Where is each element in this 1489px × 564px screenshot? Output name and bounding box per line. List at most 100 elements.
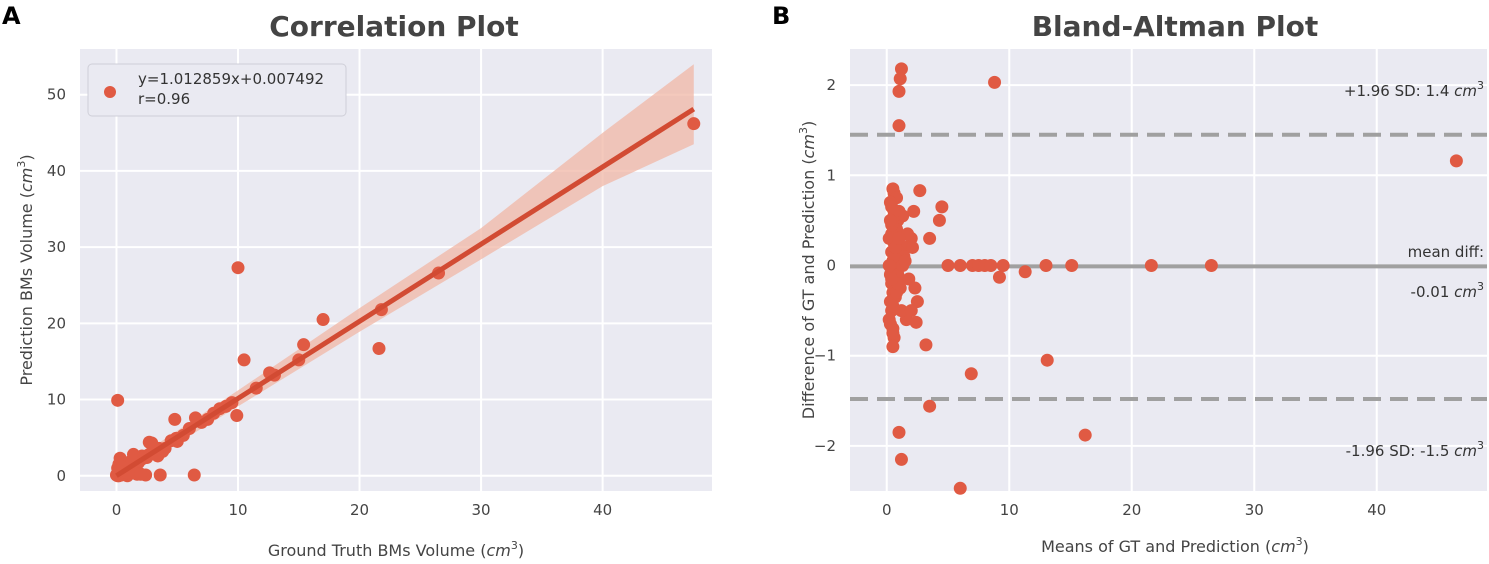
bland-altman-plot-panel: B Bland-Altman Plot 0 10 20 30 40 −2 −1 0 1 2 +1.… <box>772 2 1487 556</box>
data-point <box>230 409 244 423</box>
data-point <box>126 447 140 461</box>
data-point <box>892 231 906 245</box>
data-point <box>894 452 908 466</box>
panel-letter-b: B <box>772 2 790 30</box>
correlation-ticks: 0 10 20 30 40 0 10 20 30 40 50 <box>47 86 612 519</box>
data-point <box>111 393 125 407</box>
mean-diff-annotation: -0.01 cm3 <box>1411 280 1484 301</box>
y-tick-label: 10 <box>47 391 66 409</box>
confidence-band-area <box>116 64 694 481</box>
data-point <box>907 204 921 218</box>
data-point <box>687 117 701 131</box>
data-point <box>231 261 245 275</box>
x-tick-label: 40 <box>1367 501 1386 519</box>
legend-marker <box>104 86 116 98</box>
data-point <box>905 240 919 254</box>
correlation-plot-panel: A Correlation Plot 0 10 20 30 4001020304050 … <box>2 2 712 560</box>
y-tick-label: 2 <box>826 76 836 94</box>
panel-letter-a: A <box>2 2 21 30</box>
data-point <box>316 313 330 327</box>
data-point <box>893 72 907 86</box>
data-point <box>1040 353 1054 367</box>
y-tick-label: 0 <box>826 256 836 274</box>
bland-altman-y-axis-label: Difference of GT and Prediction (cm3) <box>797 121 818 419</box>
data-point <box>894 62 908 76</box>
data-point <box>372 341 386 355</box>
correlation-y-axis-label: Prediction BMs Volume (cm3) <box>15 154 36 385</box>
data-point <box>988 75 1002 89</box>
y-tick-label: 30 <box>47 238 66 256</box>
bland-altman-ticks: 0 10 20 30 40 −2 −1 0 1 2 <box>814 76 1386 519</box>
data-point <box>883 213 897 227</box>
data-point <box>885 272 899 286</box>
y-label-unit-exp: 3 <box>797 127 810 134</box>
y-tick-label: 0 <box>56 467 66 485</box>
bland-altman-points <box>882 62 1463 495</box>
bland-altman-x-axis-label: Means of GT and Prediction (cm3) <box>1041 535 1309 556</box>
x-tick-label: 30 <box>472 501 491 519</box>
data-point <box>913 184 927 198</box>
lower-sd-annotation: -1.96 SD: -1.5 cm3 <box>1346 439 1484 460</box>
data-point <box>892 425 906 439</box>
data-point <box>297 338 311 352</box>
legend-r-value: r=0.96 <box>138 90 190 108</box>
data-point <box>964 367 978 381</box>
data-point <box>886 299 900 313</box>
data-point <box>935 200 949 214</box>
data-point <box>886 326 900 340</box>
correlation-x-axis-label: Ground Truth BMs Volume (cm3) <box>268 539 524 560</box>
mean-diff-unit: cm <box>1454 283 1477 301</box>
upper-sd-annotation: +1.96 SD: 1.4 cm3 <box>1344 79 1484 100</box>
data-point <box>187 468 201 482</box>
data-point <box>919 338 933 352</box>
data-point <box>882 258 896 272</box>
y-tick-label: 1 <box>826 166 836 184</box>
x-label-text: Ground Truth BMs Volume ( <box>268 541 487 560</box>
data-point <box>941 258 955 272</box>
data-point <box>1144 258 1158 272</box>
mean-diff-label: mean diff: <box>1408 243 1484 261</box>
data-point <box>237 353 251 367</box>
data-point <box>886 340 900 354</box>
x-label-close: ) <box>1303 537 1309 556</box>
x-label-unit: cm <box>486 541 510 560</box>
data-point <box>992 270 1006 284</box>
y-label-text: Difference of GT and Prediction ( <box>799 158 818 419</box>
data-point <box>1039 258 1053 272</box>
data-point <box>953 258 967 272</box>
upper-sd-unit: cm <box>1454 82 1477 100</box>
y-label-unit-exp: 3 <box>15 161 28 168</box>
data-point <box>1018 265 1032 279</box>
x-tick-label: 10 <box>1000 501 1019 519</box>
data-point <box>892 84 906 98</box>
y-label-unit: cm <box>799 134 818 158</box>
data-point <box>953 481 967 495</box>
x-tick-label: 20 <box>350 501 369 519</box>
x-label-close: ) <box>518 541 524 560</box>
y-label-unit: cm <box>17 168 36 192</box>
correlation-plot-title: Correlation Plot <box>269 10 519 43</box>
data-point <box>134 467 148 481</box>
x-tick-label: 30 <box>1245 501 1264 519</box>
correlation-plot-area <box>80 49 712 491</box>
lower-sd-unit: cm <box>1454 442 1477 460</box>
x-tick-label: 20 <box>1122 501 1141 519</box>
data-point <box>1078 428 1092 442</box>
lower-sd-text: -1.96 SD: -1.5 <box>1346 442 1455 460</box>
legend-box <box>87 63 347 117</box>
data-point <box>142 435 156 449</box>
data-point <box>909 315 923 329</box>
y-tick-label: 20 <box>47 314 66 332</box>
data-point <box>923 231 937 245</box>
y-label-text: Prediction BMs Volume ( <box>17 192 36 386</box>
y-label-close: ) <box>17 154 36 160</box>
confidence-band <box>116 64 694 481</box>
bland-altman-plot-title: Bland-Altman Plot <box>1032 10 1319 43</box>
x-tick-label: 40 <box>593 501 612 519</box>
data-point <box>892 119 906 133</box>
upper-sd-unit-exp: 3 <box>1477 79 1484 92</box>
x-label-text: Means of GT and Prediction ( <box>1041 537 1271 556</box>
data-point <box>168 412 182 426</box>
regression-line <box>115 106 696 478</box>
